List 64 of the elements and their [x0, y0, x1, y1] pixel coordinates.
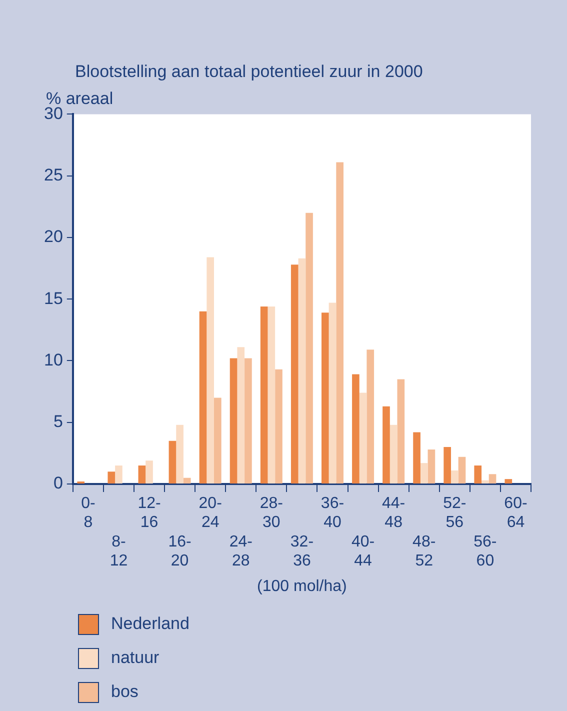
- x-tick-label: 28-30: [260, 495, 283, 532]
- bar: [450, 470, 458, 484]
- x-tick-label: 44-48: [382, 495, 406, 532]
- x-tick-label: 40-44: [351, 533, 375, 570]
- bar: [322, 312, 329, 484]
- bar: [397, 379, 405, 484]
- y-tick-label: 25: [44, 166, 63, 185]
- bar: [444, 447, 451, 484]
- bar: [328, 302, 336, 484]
- bar: [298, 258, 306, 484]
- bar: [504, 479, 512, 484]
- x-tick-label: 0-8: [81, 495, 96, 532]
- bar: [206, 257, 214, 484]
- bar: [458, 456, 466, 484]
- x-tick-label: 32-36: [290, 533, 314, 570]
- bar: [268, 306, 276, 484]
- bar: [306, 212, 313, 484]
- y-tick-label: 5: [53, 412, 63, 432]
- bar: [146, 460, 153, 484]
- legend-label: natuur: [111, 648, 160, 668]
- bar: [260, 306, 268, 484]
- bar: [413, 432, 420, 484]
- bar: [390, 424, 398, 484]
- y-tick-label: 20: [44, 227, 63, 246]
- bar: [275, 369, 282, 484]
- x-tick-label: 52-56: [443, 495, 466, 532]
- x-axis-title: (100 mol/ha): [257, 578, 347, 595]
- bar: [336, 162, 344, 484]
- bar: [382, 406, 390, 484]
- bar: [488, 474, 496, 484]
- bar: [290, 264, 298, 484]
- bar: [352, 374, 360, 484]
- x-tick-label: 60-64: [504, 495, 528, 532]
- x-tick-label: 20-24: [198, 495, 222, 532]
- bar: [168, 440, 176, 484]
- bar: [474, 466, 482, 484]
- legend-label: Nederland: [111, 614, 190, 634]
- x-tick-label: 48-52: [412, 533, 436, 570]
- bar: [359, 392, 367, 484]
- legend-label: bos: [111, 682, 138, 702]
- bar: [176, 424, 184, 484]
- x-tick-label: 12-16: [138, 495, 161, 532]
- bar: [214, 398, 222, 484]
- bar: [428, 449, 436, 484]
- y-tick-label: 0: [53, 474, 63, 493]
- bar: [244, 358, 252, 484]
- x-tick-label: 16-20: [168, 533, 192, 570]
- x-tick-label: 24-28: [229, 533, 252, 570]
- bar: [230, 358, 238, 484]
- y-tick-label: 10: [44, 350, 63, 370]
- bar: [183, 478, 191, 484]
- bar: [199, 311, 207, 484]
- bar: [237, 347, 245, 484]
- bar: [108, 472, 116, 484]
- bar: [482, 480, 489, 484]
- bar: [420, 463, 428, 484]
- x-tick-label: 56-60: [474, 533, 497, 570]
- bar: [138, 466, 146, 484]
- chart-title: Blootstelling aan totaal potentieel zuur in 2000: [75, 62, 423, 82]
- y-tick-label: 15: [44, 288, 63, 308]
- bar: [115, 466, 122, 484]
- bar: [366, 350, 374, 484]
- x-tick-label: 8-12: [110, 533, 128, 570]
- x-tick-label: 36-40: [320, 495, 344, 532]
